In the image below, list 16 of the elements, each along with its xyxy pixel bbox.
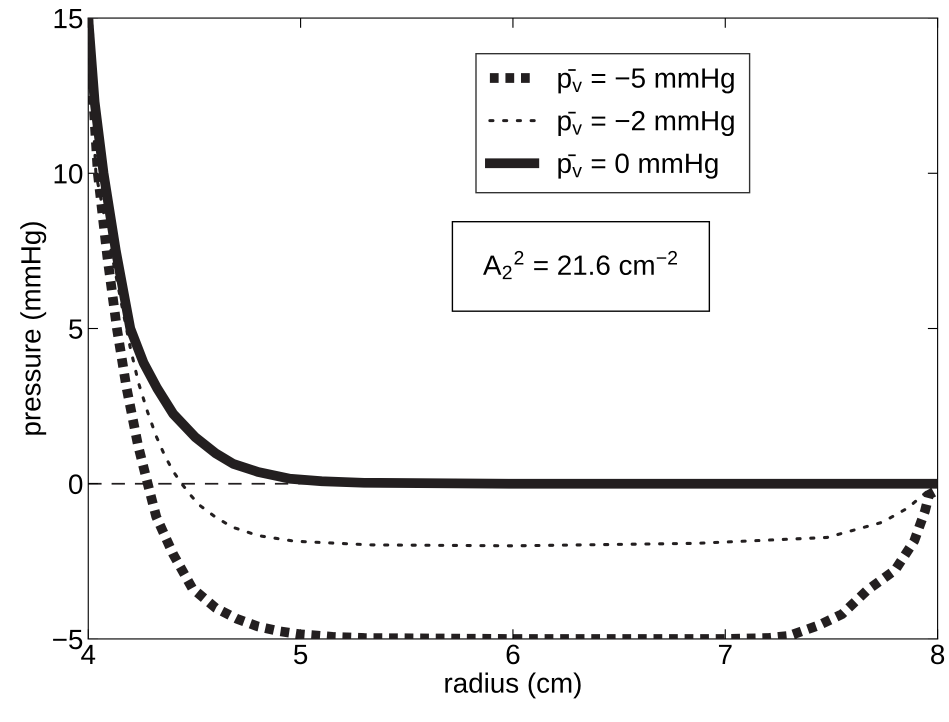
x-tick-label: 4 bbox=[81, 644, 96, 664]
y-tick-label: 5 bbox=[69, 319, 82, 339]
legend-label: p̄$_{v}$ = −2 mmHg bbox=[558, 110, 734, 136]
x-tick-label: 8 bbox=[931, 644, 944, 664]
x-axis-title: radius (cm) bbox=[445, 672, 581, 698]
y-tick-label: 10 bbox=[54, 164, 82, 184]
y-tick-label: 15 bbox=[54, 9, 82, 28]
x-tick-label: 5 bbox=[294, 644, 308, 664]
y-tick-label: −5 bbox=[53, 630, 82, 650]
x-tick-label: 7 bbox=[718, 644, 732, 664]
x-tick-label: 6 bbox=[506, 644, 520, 664]
y-tick-label: 0 bbox=[69, 474, 82, 494]
legend-label: p̄$_{v}$ = −5 mmHg bbox=[558, 68, 734, 94]
legend-label: p̄$_{v}$ = 0 mmHg bbox=[558, 154, 718, 179]
annotation: A$_{2}$$^{2}$ = 21.6 cm$^{−2}$ bbox=[483, 250, 678, 280]
y-axis-title: pressure (mmHg) bbox=[20, 222, 46, 435]
